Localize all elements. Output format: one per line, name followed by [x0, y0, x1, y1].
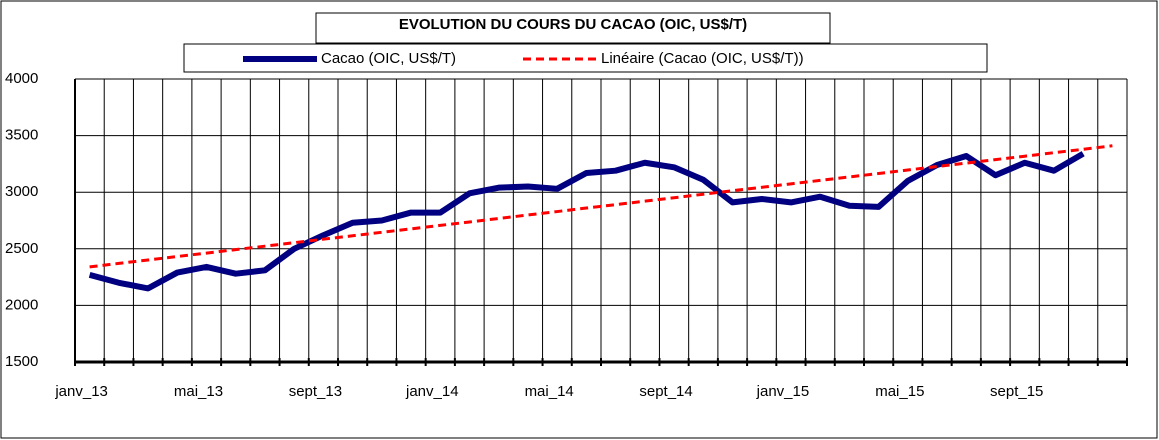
x-tick-label: janv_14 — [405, 383, 459, 400]
y-tick-label: 3000 — [5, 183, 38, 200]
x-tick-label: mai_13 — [174, 383, 223, 400]
x-tick-label: sept_14 — [639, 383, 692, 400]
x-tick-label: janv_15 — [756, 383, 810, 400]
legend-label: Cacao (OIC, US$/T) — [321, 50, 456, 67]
chart-title: EVOLUTION DU COURS DU CACAO (OIC, US$/T) — [399, 16, 747, 33]
y-tick-label: 2000 — [5, 296, 38, 313]
trend-line — [89, 144, 1113, 269]
x-tick-label: mai_14 — [525, 383, 574, 400]
legend-label: Linéaire (Cacao (OIC, US$/T)) — [601, 50, 804, 67]
legend-box — [183, 43, 988, 73]
y-tick-label: 1500 — [5, 353, 38, 370]
y-tick-label: 4000 — [5, 70, 38, 87]
x-tick-label: mai_15 — [875, 383, 924, 400]
y-tick-label: 2500 — [5, 240, 38, 257]
x-tick-label: sept_15 — [990, 383, 1043, 400]
x-tick-label: sept_13 — [289, 383, 342, 400]
series-line — [88, 151, 1085, 292]
y-tick-label: 3500 — [5, 127, 38, 144]
title-box — [315, 12, 831, 44]
x-tick-label: janv_13 — [54, 383, 108, 400]
